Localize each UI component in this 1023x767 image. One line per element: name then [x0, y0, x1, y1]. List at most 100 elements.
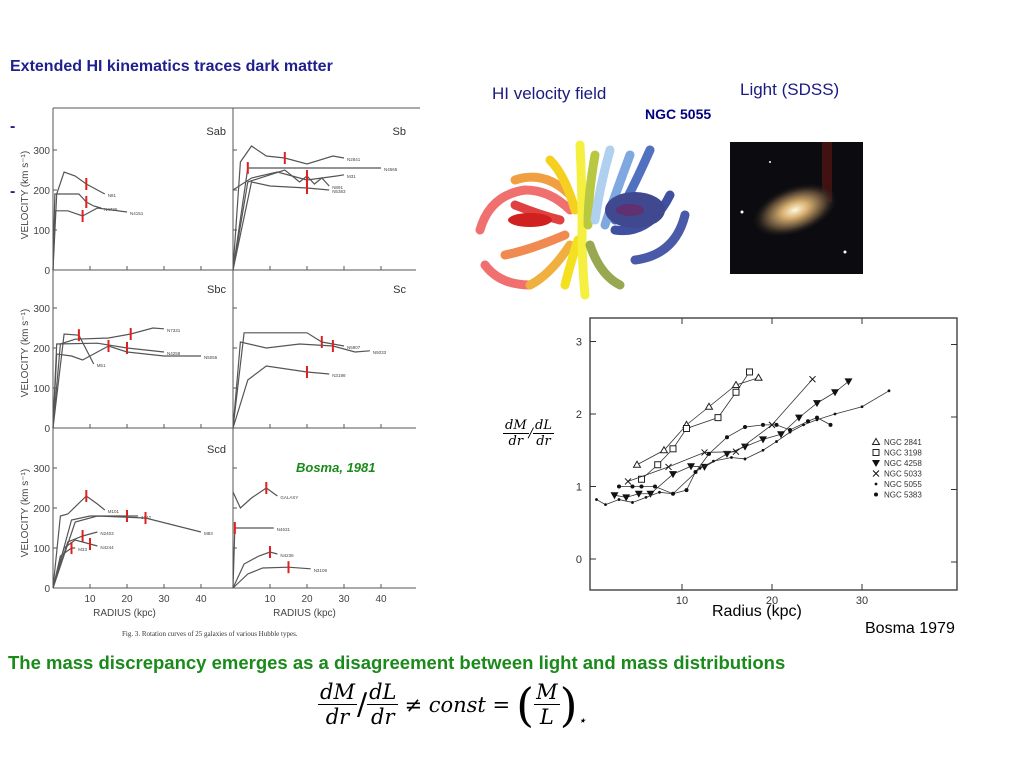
y-tick-label: 300 — [33, 304, 50, 315]
data-series — [595, 389, 891, 507]
rotation-curve — [232, 181, 330, 271]
conclusion-text: The mass discrepancy emerges as a disagr… — [8, 652, 786, 673]
data-point — [872, 449, 880, 456]
data-point — [659, 445, 669, 454]
data-point — [632, 460, 642, 468]
math-text: ≠ const = — [404, 692, 511, 717]
x-tick-label: 20 — [766, 595, 778, 607]
data-point — [630, 484, 635, 489]
data-series — [632, 373, 763, 468]
series-line — [627, 378, 813, 482]
data-point — [761, 422, 765, 427]
data-point — [669, 445, 677, 453]
radius-axis-label: Radius (kpc) — [712, 603, 802, 620]
plot-frame — [589, 317, 958, 591]
data-point — [634, 490, 643, 498]
data-point — [617, 484, 621, 489]
math-text: M — [534, 680, 560, 705]
curve-label: N4631 — [277, 527, 291, 532]
rotation-curve — [232, 169, 330, 271]
curve-label: N4565 — [384, 167, 398, 172]
rotation-curve — [52, 333, 95, 429]
data-point — [831, 389, 839, 397]
data-point — [683, 425, 690, 432]
y-tick-label: 2 — [576, 409, 582, 421]
data-point — [872, 460, 880, 467]
data-point — [644, 495, 648, 499]
data-point — [639, 484, 644, 489]
rotation-curve — [52, 515, 202, 589]
y-tick-label: 0 — [44, 266, 50, 277]
rotation-curve — [52, 515, 139, 589]
data-point — [844, 378, 853, 386]
math-text: ⋆ — [577, 713, 587, 729]
x-tick-label: 30 — [158, 594, 170, 605]
data-point — [833, 412, 837, 416]
math-text: dL — [367, 680, 399, 705]
data-point — [759, 436, 767, 444]
ratio-axis-label: dM dr / dL dr — [503, 418, 554, 449]
y-tick-label: 1 — [576, 482, 582, 494]
data-point — [631, 501, 634, 504]
curve-label: N3109 — [314, 568, 328, 573]
galaxy-name-label: NGC 5055 — [645, 106, 712, 122]
x-tick-label: 10 — [264, 594, 276, 605]
data-point — [761, 448, 765, 452]
y-tick-label: 100 — [33, 544, 50, 555]
rotation-curve — [52, 539, 98, 589]
panel-type-label: Sb — [393, 126, 406, 138]
data-point — [610, 492, 619, 500]
data-point — [732, 448, 740, 456]
data-point — [725, 435, 729, 440]
data-point — [704, 402, 714, 410]
data-point — [775, 440, 778, 443]
x-tick-label: 10 — [84, 594, 96, 605]
data-point — [874, 492, 878, 497]
data-point — [828, 422, 833, 427]
legend-entry: NGC 5055 — [884, 480, 922, 489]
rotation-curve — [232, 341, 370, 429]
rotation-curve — [232, 332, 345, 429]
data-point — [743, 425, 747, 430]
data-series — [610, 378, 853, 502]
x-axis-label: RADIUS (kpc) — [273, 608, 336, 619]
data-point — [701, 449, 708, 456]
data-point — [743, 457, 747, 461]
y-tick-label: 100 — [33, 384, 50, 395]
curve-label: N5055 — [204, 355, 218, 360]
data-series — [617, 415, 833, 496]
data-point — [731, 380, 741, 388]
x-tick-label: 10 — [676, 595, 688, 607]
rotation-curve — [52, 495, 106, 589]
curve-label: N7331 — [167, 328, 181, 333]
x-tick-label: 30 — [856, 595, 868, 607]
data-point — [809, 375, 816, 383]
math-text: / — [528, 426, 534, 441]
data-point — [624, 478, 632, 485]
rotation-curve — [232, 145, 345, 271]
curve-label: M101 — [108, 509, 120, 514]
rotation-curve — [232, 566, 311, 589]
curve-label: M33 — [78, 547, 87, 552]
panel-type-label: Sc — [393, 284, 406, 296]
math-text: L — [539, 705, 554, 729]
data-point — [595, 498, 598, 501]
data-point — [665, 463, 672, 471]
math-text: dM — [503, 418, 529, 434]
x-tick-label: 40 — [375, 594, 387, 605]
citation-bosma-1979: Bosma 1979 — [865, 620, 955, 637]
data-point — [723, 450, 731, 458]
y-tick-label: 3 — [576, 337, 582, 349]
data-point — [788, 427, 792, 432]
data-point — [684, 488, 689, 493]
curve-label: N81 — [108, 193, 117, 198]
panel-type-label: Sbc — [207, 284, 226, 296]
y-tick-label: 300 — [33, 464, 50, 475]
y-tick-label: 200 — [33, 504, 50, 515]
math-text: dr — [508, 434, 524, 449]
curve-label: M83 — [204, 531, 213, 536]
curve-label: N3198 — [332, 373, 346, 378]
